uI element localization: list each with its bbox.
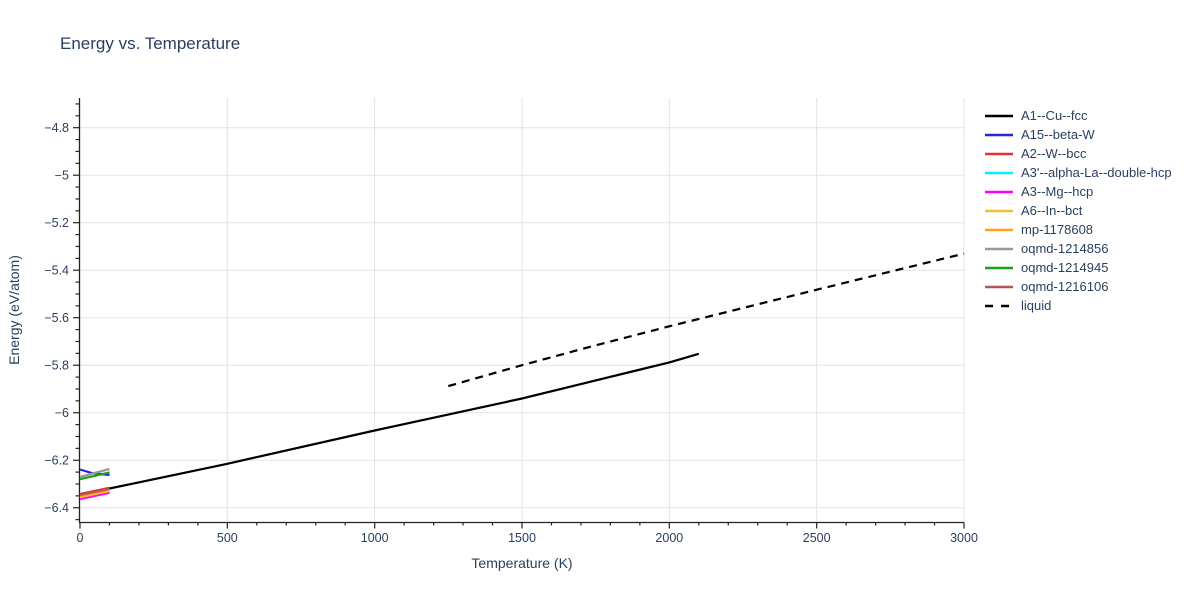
legend-swatch-line bbox=[985, 247, 1013, 250]
legend-item[interactable]: mp-1178608 bbox=[985, 220, 1172, 239]
legend-item[interactable]: A1--Cu--fcc bbox=[985, 106, 1172, 125]
legend-swatch-line bbox=[985, 228, 1013, 231]
legend-item-label: A15--beta-W bbox=[1021, 127, 1095, 142]
legend-swatch-line bbox=[985, 171, 1013, 174]
y-tick-label: −5.6 bbox=[44, 311, 69, 325]
legend-item-label: mp-1178608 bbox=[1021, 222, 1094, 237]
x-tick-label: 2500 bbox=[803, 531, 831, 545]
legend-item[interactable]: A6--In--bct bbox=[985, 201, 1172, 220]
series-line-mp-1178608 bbox=[79, 488, 110, 498]
legend-item[interactable]: oqmd-1214945 bbox=[985, 258, 1172, 277]
legend-item[interactable]: liquid bbox=[985, 296, 1172, 315]
legend-item-label: oqmd-1214856 bbox=[1021, 241, 1109, 256]
legend-swatch-line bbox=[985, 114, 1013, 117]
legend-swatch-line bbox=[985, 266, 1013, 269]
legend-item-label: A3'--alpha-La--double-hcp bbox=[1021, 165, 1172, 180]
x-tick-label: 3000 bbox=[950, 531, 978, 545]
legend-swatch-line bbox=[985, 152, 1013, 155]
legend-item[interactable]: A2--W--bcc bbox=[985, 144, 1172, 163]
x-tick-label: 2000 bbox=[655, 531, 683, 545]
y-tick-label: −6.4 bbox=[44, 501, 69, 515]
legend-item-label: A6--In--bct bbox=[1021, 203, 1083, 218]
y-tick-label: −4.8 bbox=[44, 121, 69, 135]
y-axis-title: Energy (eV/atom) bbox=[6, 255, 22, 365]
x-tick-label: 0 bbox=[77, 531, 84, 545]
series-line-oqmd-1216106 bbox=[79, 487, 110, 496]
y-tick-label: −5.4 bbox=[44, 264, 69, 278]
legend-item-label: A1--Cu--fcc bbox=[1021, 108, 1088, 123]
legend-item[interactable]: A3--Mg--hcp bbox=[985, 182, 1172, 201]
legend-swatch-line bbox=[985, 133, 1013, 136]
legend-item[interactable]: oqmd-1216106 bbox=[985, 277, 1172, 296]
series-line-liquid bbox=[447, 252, 965, 388]
series-line-a1-cu-fcc bbox=[79, 352, 700, 496]
legend-item-label: oqmd-1216106 bbox=[1021, 279, 1109, 294]
y-tick-label: −6.2 bbox=[44, 454, 69, 468]
series-line-oqmd-1214856 bbox=[79, 467, 110, 478]
legend-item[interactable]: A3'--alpha-La--double-hcp bbox=[985, 163, 1172, 182]
legend-item[interactable]: oqmd-1214856 bbox=[985, 239, 1172, 258]
legend-swatch-line bbox=[985, 304, 1013, 307]
x-axis-title: Temperature (K) bbox=[471, 555, 573, 571]
y-tick-label: −6 bbox=[55, 406, 69, 420]
x-tick-label: 1000 bbox=[361, 531, 389, 545]
series-line-a3-mg-hcp bbox=[79, 491, 110, 501]
legend-item-label: A2--W--bcc bbox=[1021, 146, 1087, 161]
legend: A1--Cu--fcc A15--beta-W A2--W--bcc A3'--alp… bbox=[985, 106, 1172, 315]
chart-title: Energy vs. Temperature bbox=[60, 34, 241, 53]
x-tick-label: 500 bbox=[217, 531, 238, 545]
legend-swatch-line bbox=[985, 209, 1013, 212]
legend-item-label: oqmd-1214945 bbox=[1021, 260, 1109, 275]
series-line-oqmd-1214945 bbox=[79, 471, 110, 481]
y-tick-label: −5.2 bbox=[44, 216, 69, 230]
y-tick-label: −5 bbox=[55, 169, 69, 183]
legend-item-label: liquid bbox=[1021, 298, 1052, 313]
legend-swatch-line bbox=[985, 190, 1013, 193]
x-tick-label: 1500 bbox=[508, 531, 536, 545]
legend-item-label: A3--Mg--hcp bbox=[1021, 184, 1094, 199]
y-tick-label: −5.8 bbox=[44, 359, 69, 373]
legend-swatch-line bbox=[985, 285, 1013, 288]
legend-item[interactable]: A15--beta-W bbox=[985, 125, 1172, 144]
series-line-a6-in-bct bbox=[79, 490, 110, 499]
